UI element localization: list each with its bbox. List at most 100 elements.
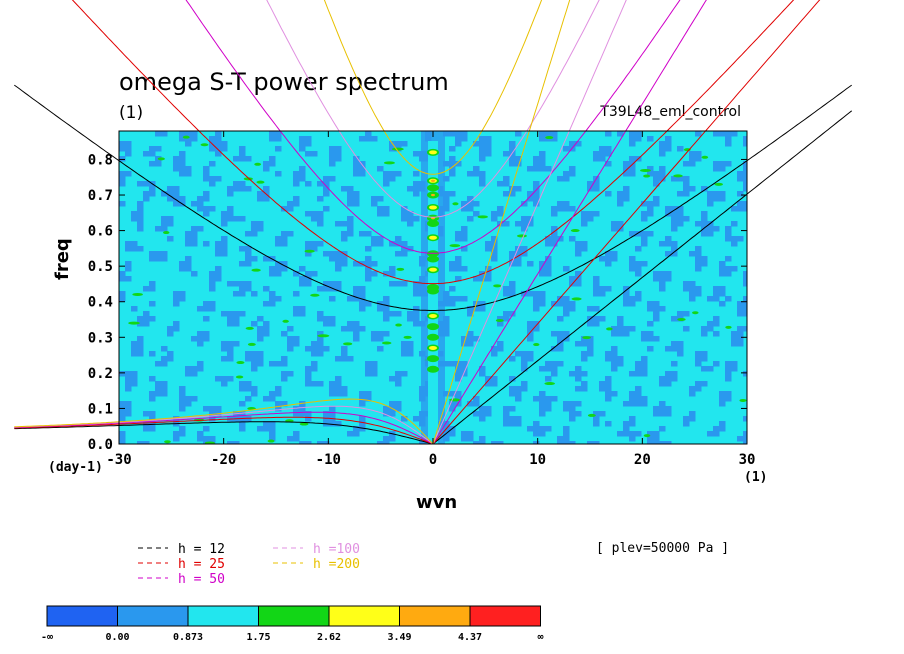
heatmap-cell	[227, 346, 234, 352]
heatmap-cell	[479, 151, 486, 157]
heatmap-cell	[617, 356, 624, 362]
heatmap-cell	[515, 421, 522, 427]
heatmap-cell	[245, 396, 252, 402]
heatmap-cell	[617, 316, 624, 322]
heatmap-cell	[695, 131, 702, 137]
y-tick-label: 0.2	[88, 366, 113, 382]
heatmap-cell	[413, 306, 420, 312]
heatmap-cell	[215, 141, 222, 147]
heatmap-cell	[131, 241, 138, 247]
heatmap-cell	[683, 416, 690, 422]
heatmap-cell	[197, 431, 204, 437]
heatmap-cell	[503, 416, 510, 422]
heatmap-cell	[491, 256, 498, 262]
heatmap-cell	[245, 356, 252, 362]
heatmap-cell	[725, 131, 732, 137]
heatmap-cell	[701, 211, 708, 217]
heatmap-cell	[617, 326, 624, 332]
heatmap-cell	[743, 326, 747, 332]
heatmap-cell	[143, 311, 150, 317]
heatmap-cell	[389, 266, 396, 272]
heatmap-speck	[516, 234, 527, 238]
heatmap-cell	[737, 306, 744, 312]
heatmap-cell	[191, 131, 198, 137]
heatmap-cell	[269, 131, 276, 137]
heatmap-cell	[227, 281, 234, 287]
heatmap-cell	[119, 201, 126, 207]
heatmap-cell	[167, 351, 174, 357]
heatmap-cell	[203, 171, 210, 177]
heatmap-cell	[605, 191, 612, 197]
heatmap-cell	[533, 326, 540, 332]
heatmap-cell	[509, 281, 516, 287]
y-axis-unit: (day-1)	[48, 460, 103, 475]
heatmap-cell	[647, 336, 654, 342]
heatmap-cell	[641, 231, 648, 237]
heatmap-cell	[617, 331, 624, 337]
heatmap-cell	[635, 261, 642, 267]
heatmap-cell	[335, 386, 342, 392]
heatmap-cell	[713, 296, 720, 302]
heatmap-cell	[683, 326, 690, 332]
heatmap-cell	[539, 271, 546, 277]
heatmap-cell	[275, 361, 282, 367]
heatmap-cell	[335, 356, 342, 362]
heatmap-cell	[521, 356, 528, 362]
heatmap-speck	[381, 341, 392, 345]
y-tick-label: 0.6	[88, 224, 113, 240]
heatmap-cell	[527, 261, 534, 267]
heatmap-cell	[635, 271, 642, 277]
heatmap-cell	[335, 151, 342, 157]
heatmap-cell	[257, 331, 264, 337]
heatmap-cell	[275, 171, 282, 177]
heatmap-cell	[743, 271, 747, 277]
heatmap-cell	[443, 361, 450, 367]
heatmap-cell	[323, 281, 330, 287]
heatmap-speck	[157, 157, 165, 161]
heatmap-cell	[689, 151, 696, 157]
heatmap-cell	[299, 276, 306, 282]
heatmap-cell	[557, 346, 564, 352]
heatmap-cell	[317, 211, 324, 217]
heatmap-cell	[227, 316, 234, 322]
heatmap-cell	[671, 241, 678, 247]
heatmap-cell	[221, 381, 228, 387]
heatmap-cell	[311, 381, 318, 387]
heatmap-cell	[473, 276, 480, 282]
heatmap-cell	[605, 381, 612, 387]
heatmap-cell	[305, 251, 312, 257]
heatmap-cell	[341, 391, 348, 397]
heatmap-cell	[131, 211, 138, 217]
heatmap-cell	[563, 441, 570, 444]
heatmap-cell	[647, 211, 654, 217]
heatmap-cell	[503, 191, 510, 197]
heatmap-cell	[125, 246, 132, 252]
heatmap-cell	[287, 231, 294, 237]
heatmap-cell	[209, 181, 216, 187]
heatmap-cell	[467, 341, 474, 347]
heatmap-cell	[461, 431, 468, 437]
heatmap-cell	[407, 346, 414, 352]
heatmap-cell	[239, 381, 246, 387]
heatmap-cell	[497, 211, 504, 217]
heatmap-cell	[599, 291, 606, 297]
heatmap-cell	[227, 356, 234, 362]
heatmap-cell	[371, 366, 378, 372]
heatmap-cell	[665, 136, 672, 142]
heatmap-cell	[551, 331, 558, 337]
heatmap-cell	[137, 211, 144, 217]
heatmap-cell	[191, 201, 198, 207]
heatmap-cell	[287, 341, 294, 347]
heatmap-cell	[221, 376, 228, 382]
heatmap-cell	[197, 366, 204, 372]
heatmap-cell	[323, 441, 330, 444]
heatmap-cell	[515, 396, 522, 402]
heatmap-cell	[713, 291, 720, 297]
heatmap-cell	[125, 401, 132, 407]
heatmap-cell	[617, 321, 624, 327]
heatmap-cell	[533, 421, 540, 427]
heatmap-cell	[521, 351, 528, 357]
heatmap-peak-core	[429, 313, 437, 318]
heatmap-cell	[305, 371, 312, 377]
heatmap-cell	[629, 266, 636, 272]
